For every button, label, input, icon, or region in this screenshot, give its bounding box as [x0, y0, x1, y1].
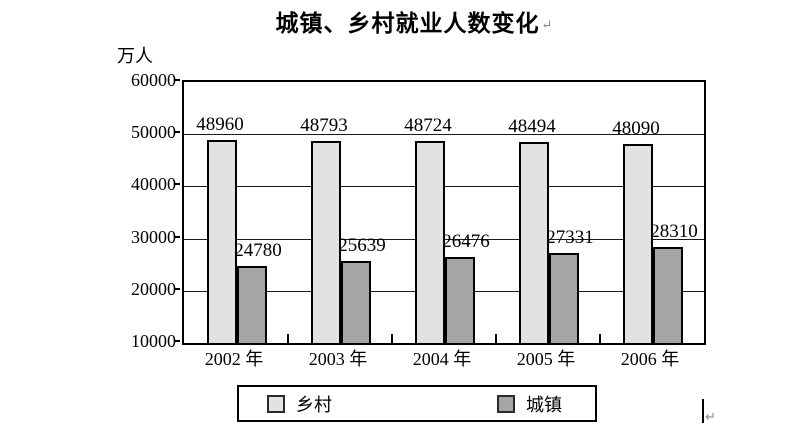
legend-item-urban: 城镇 [497, 387, 562, 420]
bar-value-label: 26476 [442, 230, 490, 252]
y-axis-tick-mark [174, 131, 180, 134]
bar-value-label: 48090 [612, 118, 660, 140]
x-axis-label: 2003 年 [308, 349, 368, 369]
y-axis-tick-mark [174, 79, 180, 81]
y-axis-tick-label: 10000 [131, 331, 176, 351]
x-axis-tick-mark [599, 334, 601, 343]
bar-rural-2 [311, 140, 341, 343]
bar-rural-5 [623, 144, 653, 343]
x-axis-label: 2002 年 [204, 349, 264, 369]
y-axis-tick-label: 50000 [131, 122, 176, 143]
chart-title: 城镇、乡村就业人数变化 ↵ [0, 4, 795, 38]
x-axis-tick-mark [391, 334, 393, 343]
paragraph-end-mark-icon: ↵ [705, 410, 716, 425]
bar-urban-1 [237, 265, 267, 343]
bar-value-label: 48724 [404, 114, 452, 136]
plot-area[interactable] [182, 80, 706, 345]
y-axis-tick-label: 40000 [131, 174, 176, 195]
bar-urban-5 [653, 247, 683, 343]
bar-value-label: 24780 [234, 239, 282, 261]
x-axis-tick-mark [287, 334, 289, 343]
bar-rural-4 [519, 142, 549, 343]
legend-box: 乡村 城镇 [237, 385, 597, 422]
gridline-50000 [184, 134, 704, 136]
x-axis-label: 2004 年 [412, 349, 472, 369]
legend-swatch-icon-urban [497, 394, 515, 413]
bar-value-label: 48494 [508, 116, 556, 138]
y-axis-unit-label: 万人 [117, 46, 153, 66]
legend-label-rural: 乡村 [296, 394, 332, 415]
x-axis-label: 2006 年 [620, 349, 680, 369]
y-axis-tick-mark [174, 183, 180, 186]
bar-urban-4 [549, 252, 579, 343]
bar-value-label: 28310 [650, 221, 698, 243]
y-axis-tick-mark [174, 235, 180, 238]
bar-value-label: 27331 [546, 226, 594, 248]
bar-urban-3 [445, 256, 475, 343]
legend-item-rural: 乡村 [267, 387, 332, 420]
y-axis-tick-mark [174, 340, 180, 342]
bar-urban-2 [341, 261, 371, 343]
bar-value-label: 48960 [196, 113, 244, 135]
y-axis-tick-label: 60000 [131, 70, 176, 90]
bar-value-label: 48793 [300, 114, 348, 136]
x-axis-label: 2005 年 [516, 349, 576, 369]
y-axis-tick-mark [174, 287, 180, 290]
y-axis-tick-label: 20000 [131, 278, 176, 299]
paragraph-mark-icon: ↵ [541, 17, 554, 32]
bar-rural-1 [207, 139, 237, 343]
bar-value-label: 25639 [338, 235, 386, 257]
y-axis-tick-label: 30000 [131, 226, 176, 247]
legend-label-urban: 城镇 [526, 394, 562, 415]
text-cursor[interactable] [702, 399, 704, 423]
x-axis-tick-mark [495, 334, 497, 343]
bar-rural-3 [415, 140, 445, 343]
legend-swatch-icon-rural [267, 394, 285, 413]
chart-title-text: 城镇、乡村就业人数变化 [275, 11, 540, 36]
